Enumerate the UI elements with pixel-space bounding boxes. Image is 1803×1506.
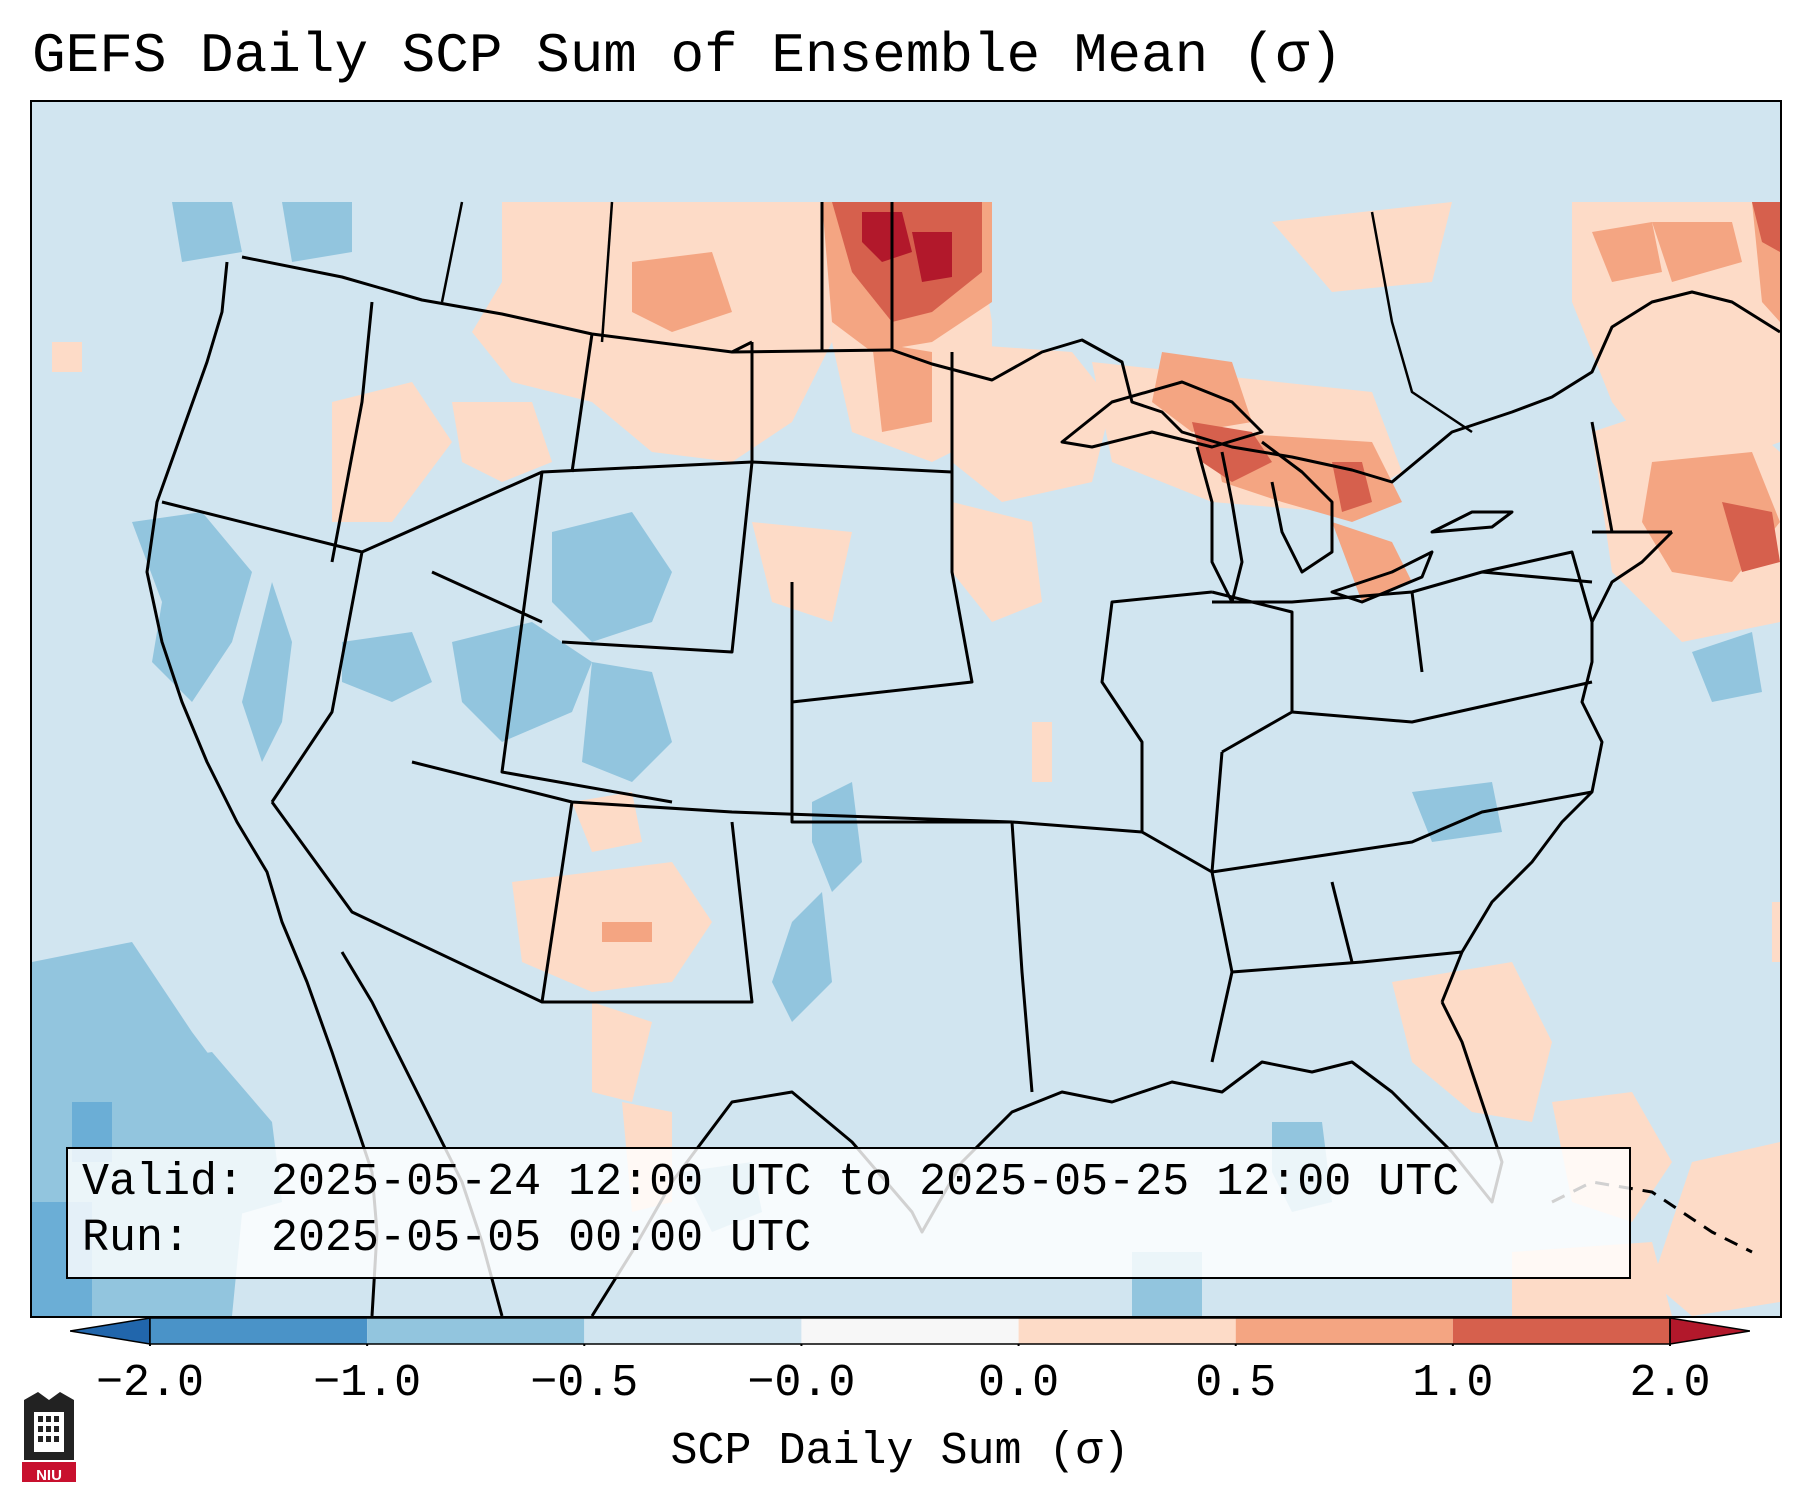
university-shield-icon bbox=[22, 1392, 76, 1482]
colorbar-tick-label: −0.0 bbox=[747, 1358, 856, 1409]
colorbar-tick-label: 0.5 bbox=[1195, 1358, 1277, 1409]
colorbar-tick-label: 0.0 bbox=[978, 1358, 1060, 1409]
colorbar-bin bbox=[367, 1318, 585, 1344]
colorbar-tick-label: −1.0 bbox=[313, 1358, 422, 1409]
run-label: Run: bbox=[82, 1213, 191, 1264]
lake-erie bbox=[1330, 550, 1434, 604]
validity-info-box: Valid: 2025-05-24 12:00 UTC to 2025-05-2… bbox=[66, 1147, 1631, 1279]
colorbar-bin bbox=[150, 1318, 368, 1344]
colorbar-bin bbox=[1452, 1318, 1670, 1344]
colorbar-extend-high bbox=[1669, 1317, 1750, 1345]
colorbar-tick-label: 2.0 bbox=[1629, 1358, 1711, 1409]
logo-text: NIU bbox=[36, 1467, 62, 1484]
colorbar-bin bbox=[1235, 1318, 1453, 1344]
lake-superior bbox=[1060, 380, 1264, 449]
valid-label: Valid: bbox=[82, 1157, 245, 1208]
lake-huron bbox=[1261, 440, 1334, 574]
colorbar-tick-label: −0.5 bbox=[530, 1358, 639, 1409]
very-strong-positive-anomaly-cells bbox=[862, 212, 952, 282]
colorbar-label: SCP Daily Sum (σ) bbox=[670, 1426, 1130, 1477]
canada-province-lines bbox=[440, 201, 1473, 434]
map-title: GEFS Daily SCP Sum of Ensemble Mean (σ) bbox=[32, 24, 1343, 88]
run-time: 2025-05-05 00:00 UTC bbox=[271, 1213, 812, 1264]
lake-ontario bbox=[1430, 510, 1514, 534]
colorbar-extend-low bbox=[70, 1317, 151, 1345]
pacific-coastline bbox=[145, 261, 379, 1316]
colorbar-bin bbox=[1018, 1318, 1236, 1344]
colorbar-bin bbox=[584, 1318, 802, 1344]
colorbar-tick-label: 1.0 bbox=[1412, 1358, 1494, 1409]
colorbar-tick-label: −2.0 bbox=[95, 1358, 205, 1409]
map-panel bbox=[30, 100, 1782, 1318]
colorbar-outline bbox=[149, 1317, 1671, 1345]
valid-time: 2025-05-24 12:00 UTC to 2025-05-25 12:00… bbox=[271, 1157, 1460, 1208]
colorbar bbox=[70, 1317, 1750, 1346]
colorbar-bin bbox=[801, 1318, 1019, 1344]
us-canada-border bbox=[241, 255, 1780, 484]
atlantic-coastline bbox=[1440, 530, 1674, 1003]
map-canvas bbox=[32, 102, 1780, 1316]
niu-logo: NIU bbox=[18, 1390, 80, 1486]
